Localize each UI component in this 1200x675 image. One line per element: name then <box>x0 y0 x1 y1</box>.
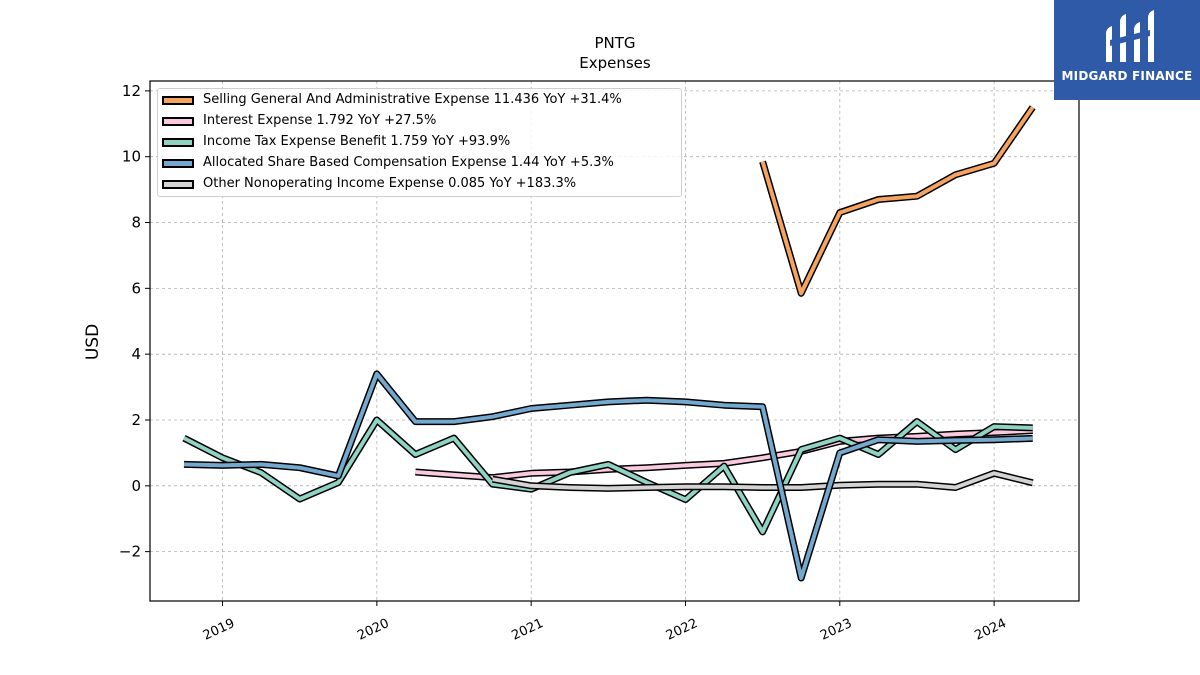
y-tick-label: 6 <box>131 279 141 297</box>
x-tick-label: 2021 <box>510 616 546 644</box>
chart-subtitle: Expenses <box>579 54 651 72</box>
x-tick-label: 2024 <box>972 616 1008 644</box>
legend-label: Allocated Share Based Compensation Expen… <box>203 155 614 170</box>
series-line-outline <box>183 370 1033 582</box>
legend-swatch <box>162 159 194 168</box>
legend-swatch <box>162 180 194 189</box>
logo-mark-icon <box>1106 10 1154 62</box>
legend-label: Selling General And Administrative Expen… <box>203 92 622 107</box>
x-tick-label: 2022 <box>664 616 700 644</box>
y-tick-label: 2 <box>131 411 141 429</box>
legend-swatch <box>162 138 194 147</box>
legend-item: Allocated Share Based Compensation Expen… <box>158 153 681 174</box>
plot-frame <box>149 80 1080 602</box>
legend-label: Interest Expense 1.792 YoY +27.5% <box>203 113 437 128</box>
legend-item: Other Nonoperating Income Expense 0.085 … <box>158 174 681 195</box>
brand-name: MIDGARD FINANCE <box>1061 69 1193 83</box>
y-tick-label: 12 <box>122 82 141 100</box>
x-tick-label: 2019 <box>201 616 237 644</box>
series-line <box>760 106 1035 296</box>
legend-item: Interest Expense 1.792 YoY +27.5% <box>158 111 681 132</box>
x-tick-label: 2020 <box>355 616 391 644</box>
y-axis-label: USD <box>83 324 103 360</box>
series-line <box>492 471 1034 491</box>
chart-legend: Selling General And Administrative Expen… <box>157 88 682 197</box>
legend-item: Selling General And Administrative Expen… <box>158 90 681 111</box>
y-tick-label: 4 <box>131 345 141 363</box>
legend-item: Income Tax Expense Benefit 1.759 YoY +93… <box>158 132 681 153</box>
y-tick-label: 10 <box>122 148 141 166</box>
series-line <box>183 371 1033 580</box>
series-line-outline <box>759 105 1036 297</box>
legend-swatch <box>162 117 194 126</box>
series-layer <box>182 105 1036 582</box>
y-tick-label: −2 <box>119 543 141 561</box>
chart-title: PNTG <box>594 34 635 52</box>
y-tick-label: 0 <box>131 477 141 495</box>
legend-swatch <box>162 96 194 105</box>
y-tick-label: 8 <box>131 214 141 232</box>
brand-logo: MIDGARD FINANCE <box>1054 0 1200 100</box>
legend-label: Income Tax Expense Benefit 1.759 YoY +93… <box>203 134 511 149</box>
x-tick-label: 2023 <box>818 616 854 644</box>
legend-label: Other Nonoperating Income Expense 0.085 … <box>203 176 577 191</box>
